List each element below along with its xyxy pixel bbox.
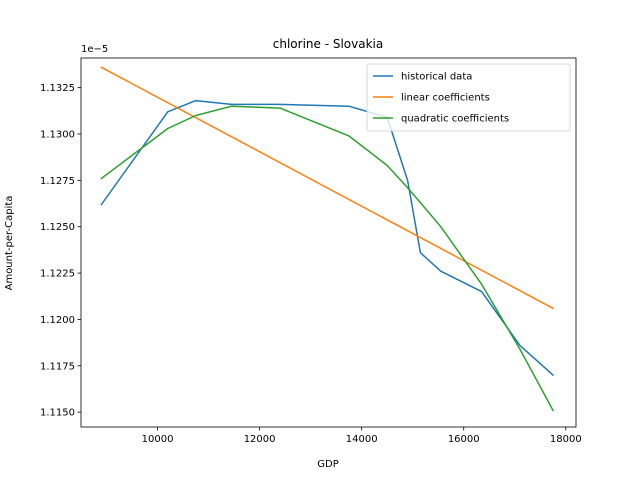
x-tick-label: 12000 — [244, 434, 276, 445]
x-tick-label: 10000 — [142, 434, 174, 445]
plot-frame — [80, 57, 577, 428]
legend: historical data linear coefficients quadra… — [366, 63, 571, 132]
legend-label-2: quadratic coefficients — [401, 114, 509, 125]
y-tick-label: 1.1300 — [40, 130, 75, 141]
y-tick-label: 1.1275 — [40, 176, 75, 187]
y-tick-label: 1.1225 — [40, 269, 75, 280]
series-line-2 — [100, 105, 555, 412]
y-tick-label: 1.1175 — [40, 361, 75, 372]
legend-box — [366, 63, 571, 132]
y-tick-label: 1.1325 — [40, 83, 75, 94]
x-tick-label: 18000 — [550, 434, 582, 445]
x-axis-title: GDP — [317, 459, 338, 470]
legend-label-0: historical data — [401, 72, 472, 83]
axes-layer: 10000 12000 14000 16000 18000 1.1150 1.1175 1.1… — [40, 57, 582, 445]
x-tick-label: 16000 — [448, 434, 480, 445]
series-line-1 — [100, 66, 555, 310]
y-tick-label: 1.1200 — [40, 315, 75, 326]
y-tick-label: 1.1250 — [40, 222, 75, 233]
chart-title: chlorine - Slovakia — [273, 37, 383, 51]
legend-label-1: linear coefficients — [401, 93, 490, 104]
x-tick-label: 14000 — [346, 434, 378, 445]
y-tick-label: 1.1150 — [40, 408, 75, 419]
y-offset-label: 1e−5 — [81, 44, 108, 55]
y-axis-title: Amount-per-Capita — [4, 196, 15, 291]
